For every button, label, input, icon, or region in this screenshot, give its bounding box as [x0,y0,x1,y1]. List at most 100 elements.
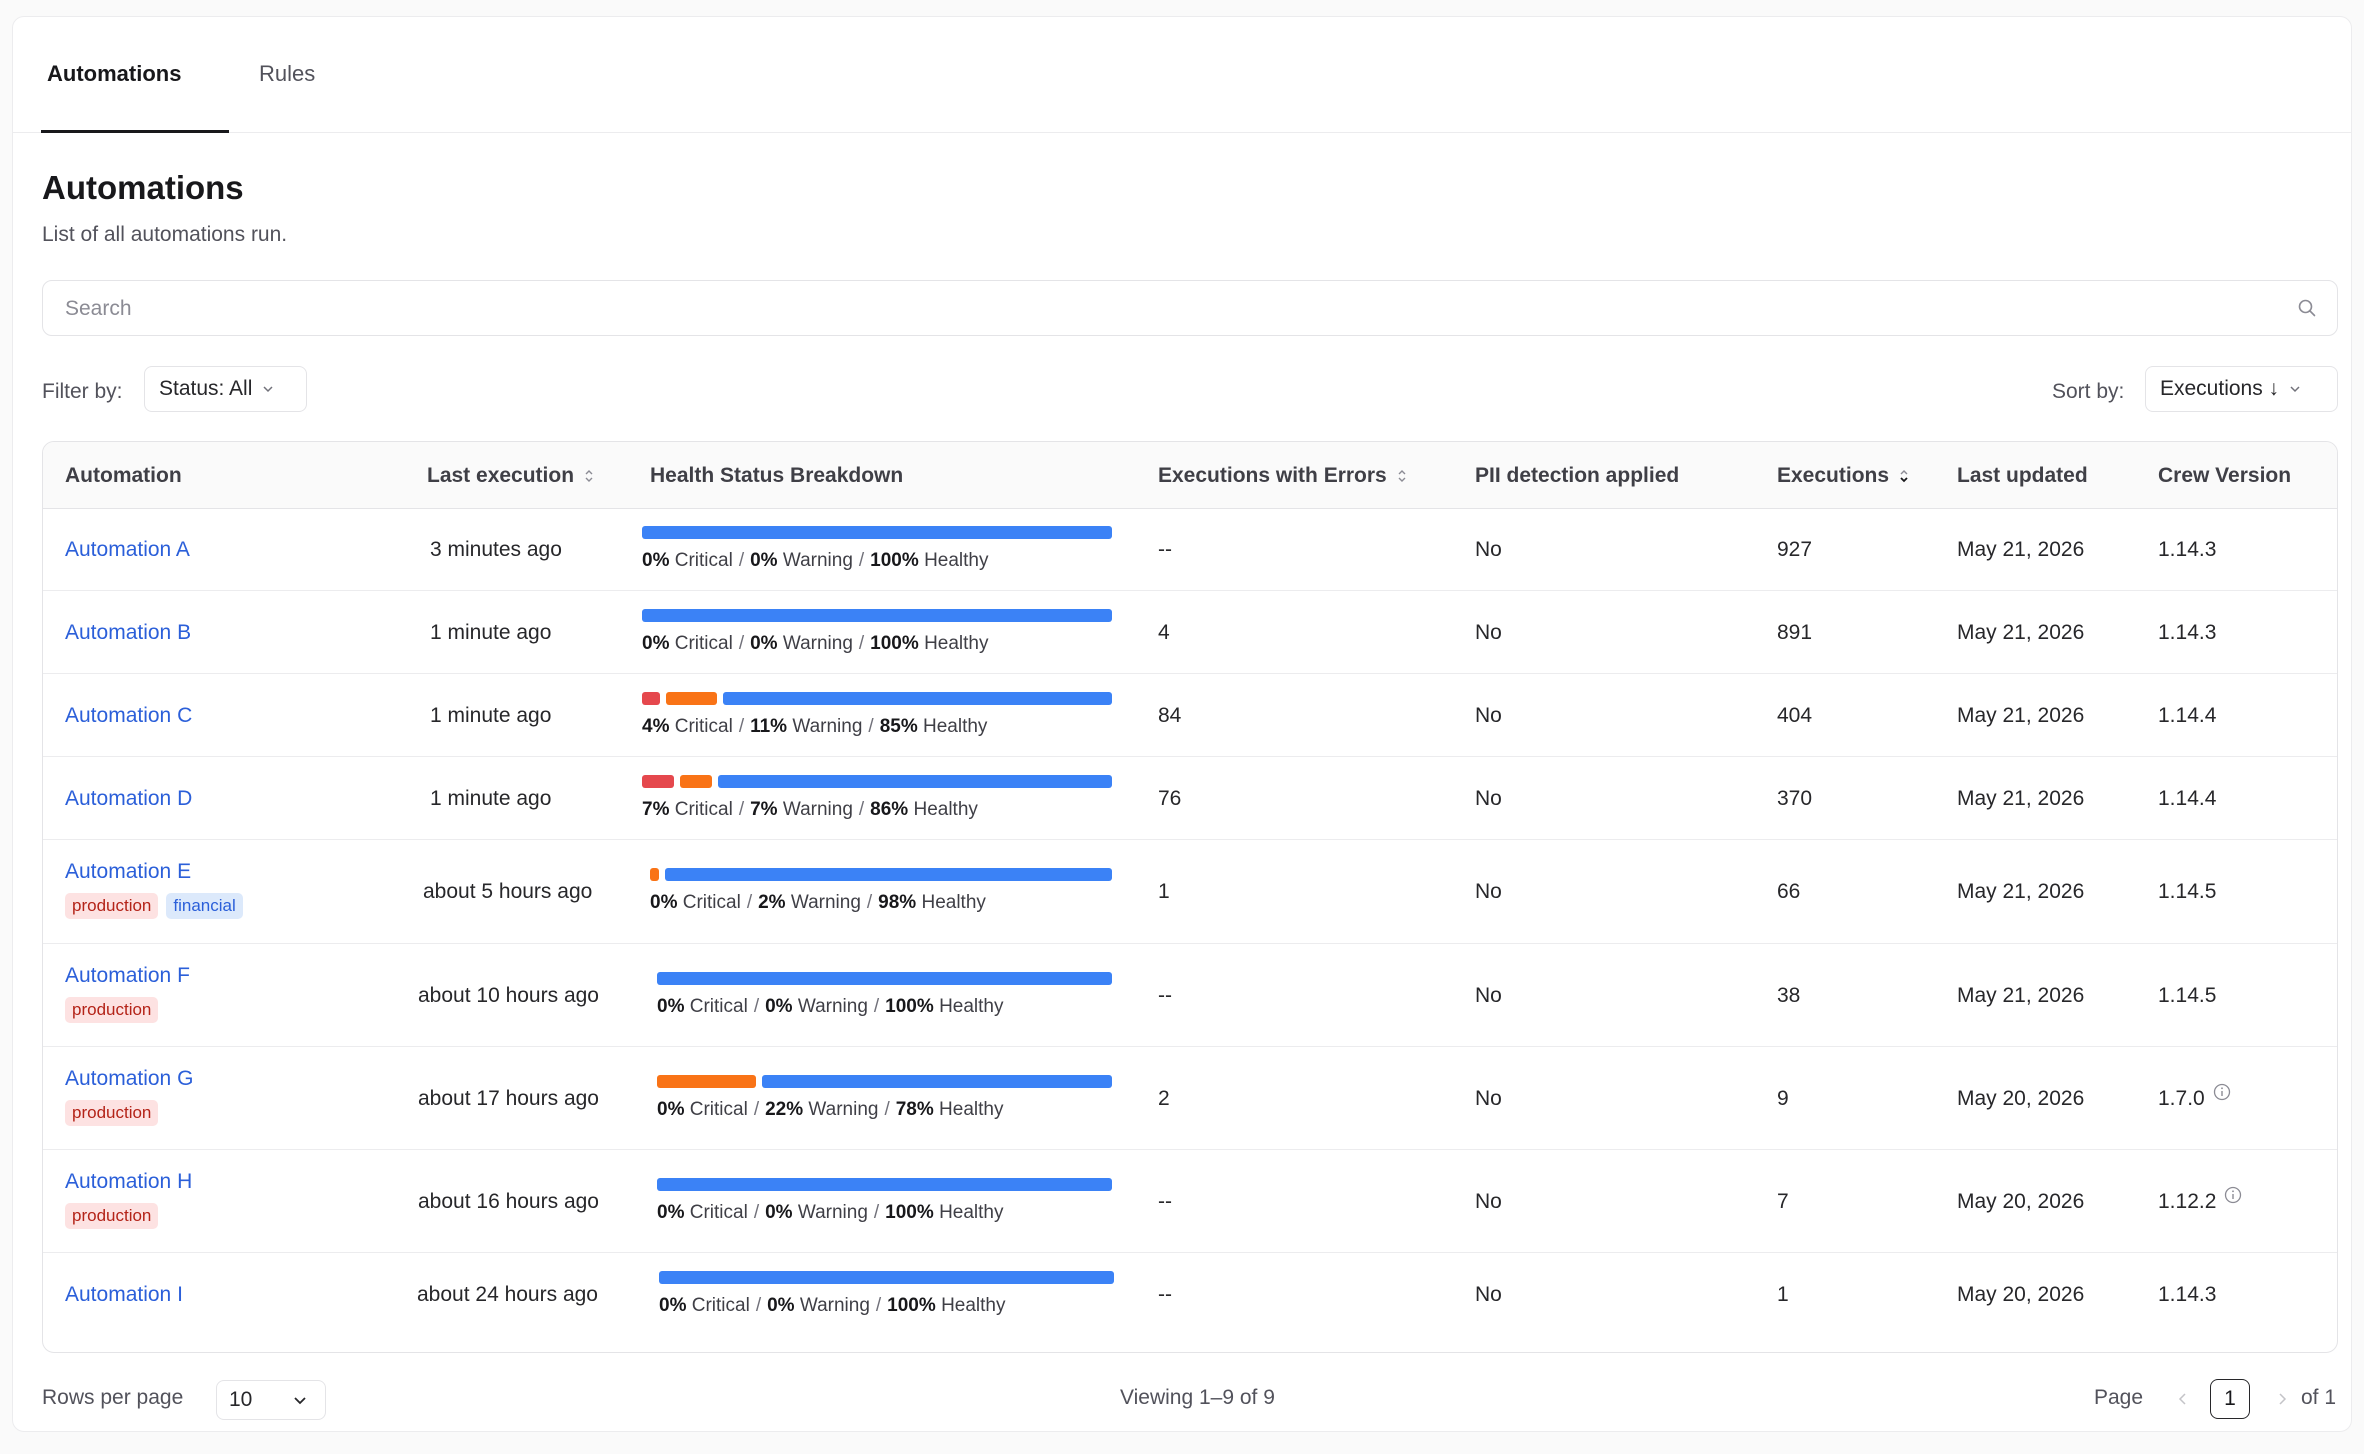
health-breakdown: 0% Critical/0% Warning/100% Healthy [657,971,1112,1017]
critical-percent: 0% [657,1098,685,1120]
table-row[interactable]: Automation E production financial about 5 h… [43,840,2337,944]
last-updated: May 20, 2026 [1957,1189,2085,1213]
chevron-down-icon [294,1397,306,1405]
automation-link[interactable]: Automation I [65,1282,183,1306]
table-row[interactable]: Automation I about 24 hours ago 0% Critica… [43,1253,2337,1336]
crew-version-text: 1.14.4 [2158,703,2217,727]
table-row[interactable]: Automation B 1 minute ago 0% Critical/0% W… [43,591,2337,674]
automation-link[interactable]: Automation C [65,703,193,727]
crew-version: 1.12.2 [2158,1186,2242,1214]
table-row[interactable]: Automation F production about 10 hours ago… [43,944,2337,1047]
warning-percent: 7% [750,798,778,820]
warning-percent: 0% [750,549,778,571]
tab-automations[interactable]: Automations [47,61,182,86]
table-row[interactable]: Automation H production about 16 hours ago… [43,1150,2337,1253]
warning-label: Warning [797,995,868,1017]
column-header-executions[interactable]: Executions [1777,464,1909,488]
health-bar [642,691,1112,705]
table-row[interactable]: Automation C 1 minute ago 4% Critical/11% … [43,674,2337,757]
healthy-label: Healthy [924,632,989,654]
tab-rules[interactable]: Rules [259,61,316,86]
sort-dropdown[interactable]: Executions ↓ [2145,366,2338,412]
critical-percent: 0% [659,1294,687,1316]
tag-production: production [65,996,159,1023]
search-icon[interactable] [2297,298,2317,318]
critical-percent: 0% [650,892,678,913]
tab-bar: Automations Rules [13,17,2351,133]
automation-link[interactable]: Automation A [65,537,190,561]
table-row[interactable]: Automation G production about 17 hours ago… [43,1047,2337,1150]
sort-icon [1398,470,1406,482]
previous-page-button[interactable] [2163,1379,2203,1419]
crew-version: 1.14.3 [2158,1283,2216,1307]
errors-count: -- [1158,983,1172,1007]
column-header-last-execution[interactable]: Last execution [427,464,594,488]
automation-link[interactable]: Automation G [65,1066,194,1090]
critical-label: Critical [689,1201,748,1223]
automation-link[interactable]: Automation B [65,620,192,644]
crew-version-text: 1.14.5 [2158,880,2217,903]
warning-label: Warning [782,549,853,571]
health-summary: 0% Critical/2% Warning/98% Healthy [650,892,986,913]
errors-count: -- [1158,537,1172,561]
crew-version: 1.14.3 [2158,621,2216,645]
health-summary: 0% Critical/0% Warning/100% Healthy [657,1201,1004,1223]
health-breakdown: 0% Critical/2% Warning/98% Healthy [650,868,1112,913]
health-summary: 7% Critical/7% Warning/86% Healthy [642,798,978,820]
health-summary: 0% Critical/0% Warning/100% Healthy [642,632,989,654]
status-filter-dropdown[interactable]: Status: All [144,366,307,412]
health-segment-healthy [665,868,1112,881]
info-icon[interactable] [2224,1186,2242,1204]
last-updated: May 21, 2026 [1957,703,2085,727]
rows-per-page-select[interactable]: 10 [216,1380,326,1420]
executions-count: 370 [1777,786,1813,810]
crew-version-text: 1.7.0 [2158,1086,2205,1110]
page-subtitle: List of all automations run. [42,223,288,246]
healthy-percent: 100% [887,1294,936,1316]
health-segment-healthy [722,691,1112,705]
chevron-down-icon [2290,386,2300,393]
column-header-health: Health Status Breakdown [650,464,904,487]
pii-status: No [1475,786,1502,810]
health-segment-warning [657,1074,756,1088]
last-execution: 1 minute ago [430,786,552,810]
chevron-right-icon [2279,1393,2287,1405]
health-segment-healthy [657,971,1112,985]
next-page-button[interactable] [2262,1379,2302,1419]
critical-label: Critical [689,1098,748,1120]
sort-icon [585,470,593,482]
automation-name-cell: Automation A [65,538,190,562]
errors-count: -- [1158,1189,1172,1213]
errors-count: 1 [1158,880,1170,903]
errors-count: -- [1158,1282,1172,1306]
table-row[interactable]: Automation A 3 minutes ago 0% Critical/0% … [43,508,2337,591]
pii-status: No [1475,1189,1502,1213]
critical-percent: 0% [642,632,670,654]
viewing-count: Viewing 1–9 of 9 [1120,1386,1275,1409]
tag-production: production [65,1099,159,1126]
healthy-label: Healthy [939,1098,1004,1120]
automation-link[interactable]: Automation E [65,860,192,883]
health-segment-critical [642,774,675,788]
automation-link[interactable]: Automation F [65,963,190,987]
automation-link[interactable]: Automation D [65,786,193,810]
warning-percent: 0% [750,632,778,654]
table-row[interactable]: Automation D 1 minute ago 7% Critical/7% W… [43,757,2337,840]
healthy-percent: 100% [870,549,919,571]
column-header-automation: Automation [65,464,182,487]
last-updated: May 21, 2026 [1957,620,2085,644]
page-number-current[interactable]: 1 [2210,1379,2250,1419]
search-input[interactable] [63,281,2267,337]
errors-count: 84 [1158,703,1182,727]
info-icon[interactable] [2213,1083,2231,1101]
column-header-errors[interactable]: Executions with Errors [1158,464,1407,488]
automation-name-cell: Automation C [65,704,192,728]
page-title: Automations [42,169,244,206]
executions-count: 9 [1777,1086,1789,1110]
executions-count: 38 [1777,983,1801,1007]
crew-version: 1.14.3 [2158,538,2216,562]
healthy-label: Healthy [913,798,978,820]
automation-name-cell: Automation E production financial [65,860,251,919]
health-bar [659,1270,1114,1284]
automation-link[interactable]: Automation H [65,1169,193,1193]
